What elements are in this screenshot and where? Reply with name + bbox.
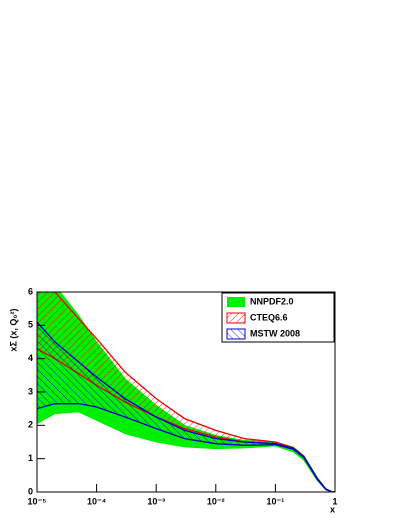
legend-swatch [227, 297, 245, 307]
y-tick-label: 1 [28, 453, 33, 463]
x-tick-label: 10⁻⁵ [28, 496, 47, 506]
x-tick-label: 1 [332, 496, 337, 506]
y-tick-label: 0 [28, 486, 33, 496]
legend: NNPDF2.0 CTEQ6.6 MSTW 2008 [221, 292, 335, 343]
x-tick-label: 10⁻⁴ [87, 496, 106, 506]
legend-label: CTEQ6.6 [250, 312, 288, 322]
legend-swatch [226, 312, 246, 324]
plot-area [37, 292, 335, 492]
x-axis-label: x [330, 504, 335, 514]
y-tick-label: 6 [28, 286, 33, 296]
band-edge [37, 321, 335, 492]
y-tick-label: 4 [28, 353, 33, 363]
x-tick-label: 10⁻³ [147, 496, 165, 506]
legend-swatch [226, 328, 246, 340]
y-tick-label: 3 [28, 386, 33, 396]
y-tick-label: 2 [28, 420, 33, 430]
legend-label: MSTW 2008 [250, 328, 300, 338]
legend-label: NNPDF2.0 [250, 296, 294, 306]
y-axis-label: xΣ (x, Q₀²) [8, 309, 18, 352]
x-tick-label: 10⁻¹ [267, 496, 285, 506]
x-tick-label: 10⁻² [207, 496, 225, 506]
y-tick-label: 5 [28, 320, 33, 330]
band-fill [37, 292, 335, 492]
